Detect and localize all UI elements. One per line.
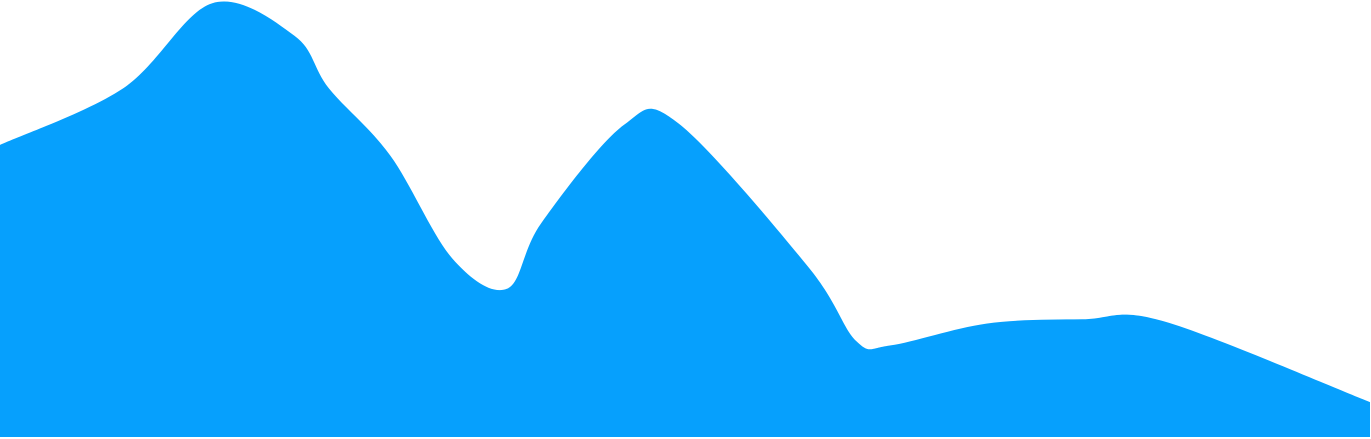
- area-series-fill: [0, 1, 1370, 437]
- area-chart: [0, 1, 1370, 437]
- area-series-layer: [0, 1, 1370, 437]
- chart-svg: [0, 1, 1370, 437]
